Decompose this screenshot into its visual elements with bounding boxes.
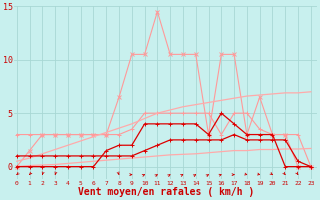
X-axis label: Vent moyen/en rafales ( km/h ): Vent moyen/en rafales ( km/h ) xyxy=(77,187,254,197)
